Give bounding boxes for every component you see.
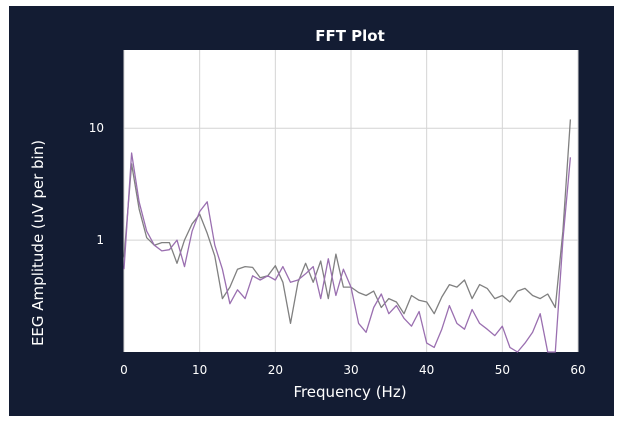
x-tick-labels: 0 10 20 30 40 50 60 <box>120 363 585 377</box>
x-tick-label: 50 <box>495 363 510 377</box>
series-line-purple <box>123 152 572 353</box>
y-axis-label: EEG Amplitude (uV per bin) <box>29 140 47 346</box>
x-tick-label: 20 <box>268 363 283 377</box>
series-group <box>123 119 572 353</box>
y-tick-label: 1 <box>96 233 104 247</box>
x-tick-label: 10 <box>192 363 207 377</box>
y-tick-labels: 1 10 <box>89 121 104 247</box>
x-axis-label: Frequency (Hz) <box>293 383 406 401</box>
x-tick-label: 0 <box>120 363 128 377</box>
x-tick-label: 60 <box>570 363 585 377</box>
grid-lines <box>123 50 579 352</box>
y-tick-label: 10 <box>89 121 104 135</box>
x-tick-label: 40 <box>419 363 434 377</box>
chart-title: FFT Plot <box>315 27 385 45</box>
x-tick-label: 30 <box>343 363 358 377</box>
